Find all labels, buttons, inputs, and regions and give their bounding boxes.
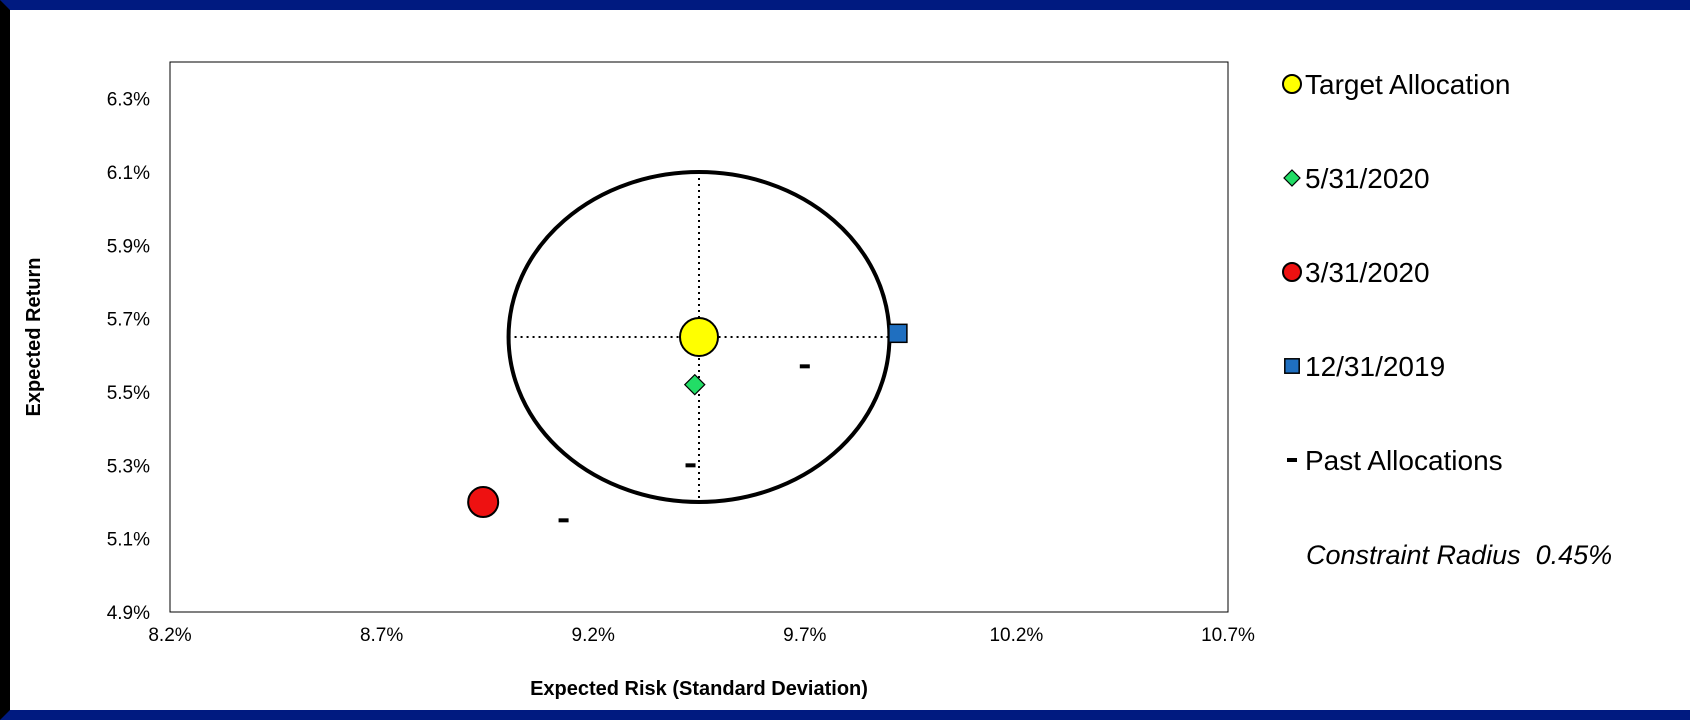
legend: Target Allocation 5/31/2020 3/31/2020 12/31…	[1282, 69, 1510, 476]
y-tick-label: 6.1%	[107, 163, 150, 184]
point-12-31-2019	[888, 323, 908, 344]
x-tick-label: 10.7%	[1201, 625, 1255, 646]
legend-label: 3/31/2020	[1305, 257, 1430, 288]
legend-item: Past Allocations	[1287, 445, 1503, 476]
legend-item: 5/31/2020	[1283, 163, 1430, 194]
legend-item: Target Allocation	[1282, 69, 1510, 100]
y-tick-label: 5.3%	[107, 456, 150, 477]
legend-label: 5/31/2020	[1305, 163, 1430, 194]
legend-marker	[1284, 358, 1300, 374]
legend-marker	[1282, 74, 1302, 94]
legend-item: 3/31/2020	[1282, 257, 1430, 288]
y-tick-labels: 4.9% 5.1% 5.3% 5.5% 5.7% 5.9% 6.1% 6.3%	[107, 90, 150, 624]
y-tick-label: 5.5%	[107, 383, 150, 404]
legend-marker	[1282, 262, 1302, 282]
legend-marker	[1283, 169, 1301, 187]
x-tick-labels: 8.2% 8.7% 9.2% 9.7% 10.2% 10.7%	[148, 625, 1255, 646]
y-tick-label: 5.9%	[107, 236, 150, 257]
legend-marker	[1287, 458, 1297, 462]
x-tick-label: 8.7%	[360, 625, 403, 646]
x-tick-label: 8.2%	[148, 625, 191, 646]
x-tick-label: 9.2%	[572, 625, 615, 646]
point-past-allocations	[799, 364, 810, 369]
point-past-allocations	[558, 518, 569, 523]
y-tick-label: 5.1%	[107, 530, 150, 551]
legend-label: Target Allocation	[1305, 69, 1510, 100]
legend-label: Past Allocations	[1305, 445, 1503, 476]
x-tick-label: 10.2%	[989, 625, 1043, 646]
point-5-31-2020	[683, 373, 706, 396]
data-marks	[467, 317, 908, 523]
constraint-radius-note: Constraint Radius 0.45%	[1306, 540, 1612, 570]
y-axis-title: Expected Return	[23, 258, 45, 417]
y-tick-label: 4.9%	[107, 603, 150, 624]
y-tick-label: 6.3%	[107, 90, 150, 111]
point-target-allocation	[679, 317, 719, 357]
point-past-allocations	[685, 463, 696, 468]
y-tick-label: 5.7%	[107, 310, 150, 331]
point-3-31-2020	[467, 486, 500, 518]
x-axis-title: Expected Risk (Standard Deviation)	[530, 678, 868, 700]
legend-label: 12/31/2019	[1305, 351, 1445, 382]
x-tick-label: 9.7%	[783, 625, 826, 646]
legend-item: 12/31/2019	[1284, 351, 1445, 382]
